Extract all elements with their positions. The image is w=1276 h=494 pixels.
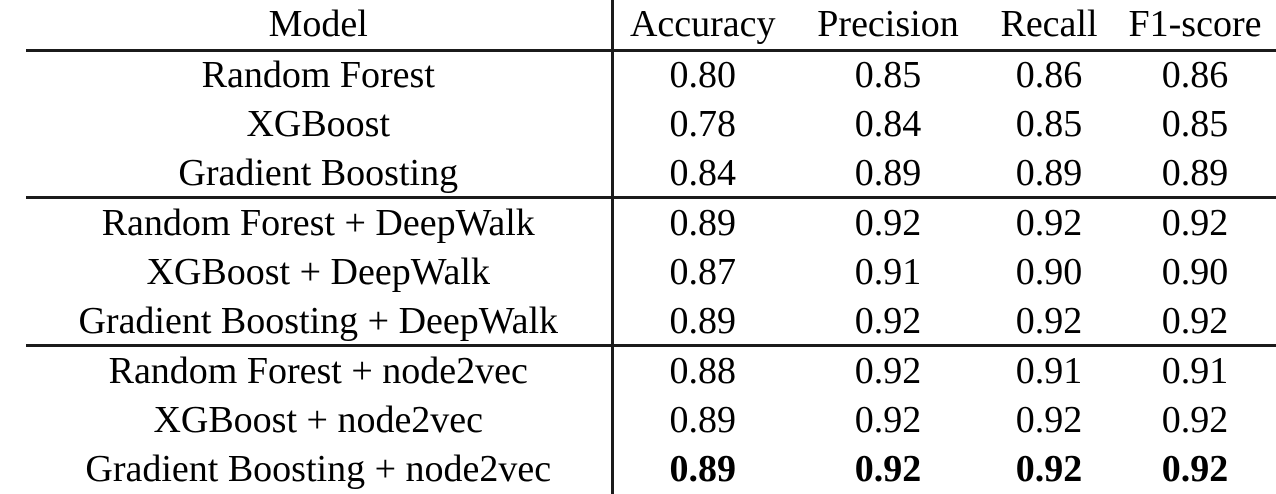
table-row: Random Forest 0.80 0.85 0.86 0.86	[26, 50, 1276, 100]
recall-cell: 0.92	[984, 296, 1114, 348]
table-row: Random Forest + node2vec 0.88 0.92 0.91 …	[26, 345, 1276, 396]
f1-score-cell: 0.92	[1114, 296, 1276, 348]
f1-score-cell: 0.91	[1161, 350, 1229, 393]
f1-score-cell: 0.89	[1114, 148, 1276, 200]
precision-cell: 0.89	[792, 148, 984, 200]
precision-cell: 0.91	[854, 250, 922, 293]
model-cell: Gradient Boosting + DeepWalk	[26, 296, 614, 348]
results-table-container: Model Accuracy Precision Recall F1-score…	[26, 0, 1276, 494]
f1-score-cell: 0.85	[1161, 102, 1229, 145]
precision-cell: 0.92	[854, 202, 922, 245]
accuracy-cell: 0.78	[669, 102, 737, 145]
accuracy-cell: 0.88	[669, 350, 737, 393]
recall-cell: 0.92	[1015, 202, 1083, 245]
table-row: XGBoost 0.78 0.84 0.85 0.85	[26, 99, 1276, 149]
header-row: Model Accuracy Precision Recall F1-score	[26, 0, 1276, 52]
table-row: XGBoost + DeepWalk 0.87 0.91 0.90 0.90	[26, 247, 1276, 297]
model-cell: XGBoost	[26, 99, 614, 149]
accuracy-cell: 0.89	[669, 448, 737, 491]
recall-cell: 0.86	[1015, 54, 1083, 97]
recall-cell: 0.90	[1015, 250, 1083, 293]
recall-cell: 0.89	[984, 148, 1114, 200]
accuracy-cell: 0.89	[669, 202, 737, 245]
table-row: Random Forest + DeepWalk 0.89 0.92 0.92 …	[26, 197, 1276, 248]
column-header-f1-score: F1-score	[1114, 0, 1276, 52]
recall-cell: 0.85	[1015, 102, 1083, 145]
f1-score-cell: 0.92	[1161, 398, 1229, 441]
model-cell: Random Forest	[26, 50, 614, 100]
model-cell: XGBoost + node2vec	[26, 395, 614, 445]
column-header-precision: Precision	[792, 0, 984, 52]
column-header-model: Model	[26, 0, 614, 52]
precision-cell: 0.92	[854, 350, 922, 393]
column-header-accuracy: Accuracy	[612, 0, 792, 52]
table-row: XGBoost + node2vec 0.89 0.92 0.92 0.92	[26, 395, 1276, 445]
accuracy-cell: 0.84	[612, 148, 792, 200]
table-row: Gradient Boosting 0.84 0.89 0.89 0.89	[26, 148, 1276, 200]
recall-cell: 0.92	[1015, 448, 1083, 491]
recall-cell: 0.91	[1015, 350, 1083, 393]
accuracy-cell: 0.87	[669, 250, 737, 293]
f1-score-cell: 0.92	[1161, 448, 1229, 491]
precision-cell: 0.85	[854, 54, 922, 97]
model-cell: Gradient Boosting + node2vec	[26, 444, 614, 494]
precision-cell: 0.92	[854, 398, 922, 441]
accuracy-cell: 0.80	[669, 54, 737, 97]
model-cell: Gradient Boosting	[26, 148, 614, 200]
model-cell: Random Forest + node2vec	[26, 345, 614, 396]
model-cell: Random Forest + DeepWalk	[26, 197, 614, 248]
f1-score-cell: 0.92	[1161, 202, 1229, 245]
precision-cell: 0.92	[854, 448, 922, 491]
recall-cell: 0.92	[1015, 398, 1083, 441]
precision-cell: 0.92	[792, 296, 984, 348]
accuracy-cell: 0.89	[669, 398, 737, 441]
model-metrics-table: Model Accuracy Precision Recall F1-score…	[26, 0, 1276, 494]
table-row: Gradient Boosting + DeepWalk 0.89 0.92 0…	[26, 296, 1276, 348]
column-header-recall: Recall	[984, 0, 1114, 52]
accuracy-cell: 0.89	[612, 296, 792, 348]
f1-score-cell: 0.90	[1161, 250, 1229, 293]
f1-score-cell: 0.86	[1161, 54, 1229, 97]
table-row-best: Gradient Boosting + node2vec 0.89 0.92 0…	[26, 444, 1276, 494]
precision-cell: 0.84	[854, 102, 922, 145]
model-cell: XGBoost + DeepWalk	[26, 247, 614, 297]
